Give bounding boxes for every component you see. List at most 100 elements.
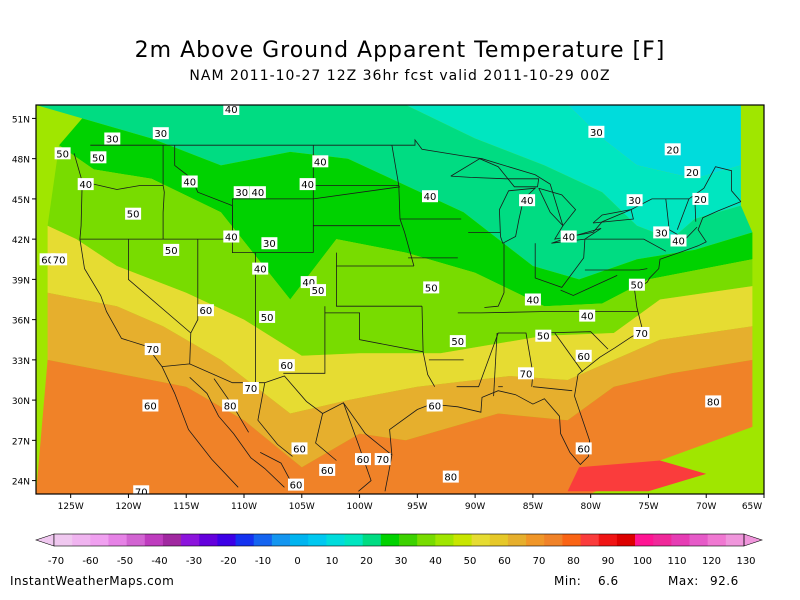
colorbar-tick-label: -40: [151, 556, 167, 567]
contour-label-text: 60: [290, 481, 303, 492]
boundary-line: [257, 382, 293, 457]
lon-label: 125W: [58, 502, 84, 512]
contour-label-text: 30: [590, 128, 603, 139]
boundary-line: [532, 386, 573, 392]
contour-label-text: 60: [41, 255, 54, 266]
colorbar-swatch: [653, 534, 672, 546]
contour-label-text: 40: [252, 188, 265, 199]
contour-label: 30: [233, 186, 250, 199]
colorbar-swatch: [326, 534, 345, 546]
contour-label: 20: [692, 192, 709, 206]
contour-label: 40: [223, 230, 240, 244]
colorbar-swatch: [598, 534, 618, 546]
contour-label: 20: [664, 143, 681, 156]
contour-label: 50: [449, 335, 466, 348]
lon-label: 90W: [465, 502, 485, 512]
contour-label: 70: [374, 453, 391, 466]
boundary-line: [484, 243, 505, 308]
colorbar-swatch: [707, 534, 727, 546]
contour-label-text: 30: [655, 228, 668, 239]
colorbar-swatch: [380, 534, 400, 546]
contour-label: 50: [54, 147, 71, 160]
boundary-line: [336, 252, 422, 307]
boundary-line: [560, 275, 618, 296]
contour-label-text: 70: [53, 255, 66, 266]
colorbar-swatch: [616, 534, 636, 546]
colorbar-swatch: [399, 534, 418, 546]
contour-label: 60: [575, 349, 592, 363]
max-label: Max:: [668, 574, 699, 588]
contour-label: 60: [142, 399, 159, 413]
contour-label: 70: [518, 367, 534, 380]
contour-label: 60: [319, 463, 336, 477]
temperature-zones: [36, 105, 753, 494]
lat-label: 30N: [12, 397, 30, 407]
boundary-line: [493, 332, 498, 397]
boundary-line: [676, 198, 690, 230]
colorbar-swatch: [489, 534, 509, 546]
boundary-line: [592, 209, 634, 224]
colorbar-swatch: [417, 534, 436, 546]
contour-label: 80: [705, 395, 722, 408]
contour-label: 40: [252, 262, 269, 276]
map-frame: [35, 104, 765, 495]
colorbar-swatch: [725, 534, 745, 546]
colorbar-swatch: [635, 534, 654, 546]
contour-label-text: 40: [424, 192, 437, 203]
boundary-line: [538, 187, 577, 227]
contour-label-text: 40: [521, 196, 534, 207]
latitude-axis: 51N 48N 45N 42N 39N 36N 33N 30N 27N 24N: [12, 115, 36, 488]
boundary-line: [161, 363, 393, 456]
contour-label: 40: [249, 186, 266, 199]
temp-zone-70: [47, 292, 753, 468]
boundary-line: [384, 201, 742, 492]
lat-label: 27N: [12, 437, 30, 447]
colorbar-tick-label: 90: [602, 556, 615, 567]
contour-label: 30: [588, 125, 605, 139]
temp-zone-60: [47, 225, 753, 414]
contour-label-text: 70: [635, 329, 648, 340]
max-value: 92.6: [710, 574, 739, 588]
contour-label: 40: [77, 178, 94, 191]
colorbar-tick-label: 100: [633, 556, 652, 567]
colorbar-tick-label: 10: [326, 556, 339, 567]
lon-label: 100W: [347, 502, 373, 512]
contour-label: 80: [222, 399, 239, 413]
contour-label-text: 60: [577, 352, 590, 363]
contour-label-text: 20: [694, 195, 707, 206]
contour-label: 30: [104, 132, 121, 146]
boundary-line: [82, 181, 164, 190]
boundary-line: [421, 306, 436, 387]
colorbar-swatch: [362, 534, 382, 546]
contour-label: 70: [133, 485, 150, 494]
contour-label-text: 40: [314, 157, 327, 168]
colorbar-swatch: [308, 534, 327, 546]
contour-label: 70: [51, 253, 68, 266]
colorbar-tick-label: -50: [117, 556, 133, 567]
contour-label: 50: [163, 243, 180, 257]
longitude-axis: 125W 120W 115W 110W 105W 100W 95W 90W 85W 80W 75W 7…: [58, 494, 765, 512]
boundary-line: [540, 331, 609, 350]
colorbar-tick-label: 20: [360, 556, 373, 567]
contour-label-text: 60: [357, 455, 370, 466]
colorbar-swatch: [253, 534, 273, 546]
contour-label: 50: [535, 329, 552, 343]
min-value: 6.6: [598, 574, 619, 588]
colorbar-swatch: [162, 534, 182, 546]
lat-label: 24N: [12, 478, 30, 488]
boundary-line: [450, 158, 540, 188]
lat-label: 39N: [12, 276, 30, 286]
contour-label-text: 40: [79, 180, 92, 191]
colorbar-swatch: [181, 534, 200, 546]
map-subtitle: NAM 2011-10-27 12Z 36hr fcst valid 2011-…: [189, 68, 611, 84]
contour-label: 40: [579, 309, 596, 323]
contour-label: 70: [242, 382, 259, 395]
lat-label: 51N: [12, 115, 30, 125]
colorbar-tick-label: -70: [48, 556, 64, 567]
contour-label: 30: [626, 194, 643, 207]
colorbar-tick-label: 70: [533, 556, 546, 567]
contour-label-text: 40: [581, 312, 594, 323]
contour-label: 50: [310, 284, 326, 297]
boundary-line: [283, 306, 326, 374]
contour-label-text: 80: [707, 397, 720, 408]
